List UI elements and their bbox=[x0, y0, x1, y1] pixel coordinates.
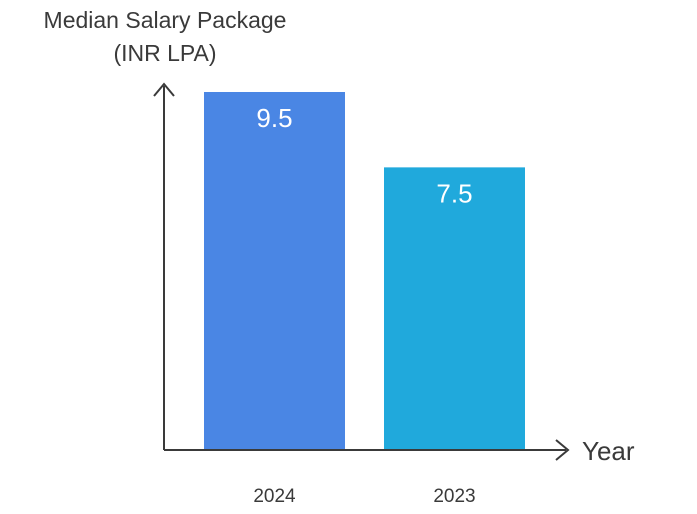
bar-value-label-2024: 9.5 bbox=[256, 103, 292, 133]
bar-value-label-2023: 7.5 bbox=[436, 178, 472, 208]
bars-group: 9.5 2024 7.5 2023 bbox=[204, 92, 525, 507]
y-axis-arrow-icon bbox=[153, 82, 175, 97]
y-axis-title-line-2: (INR LPA) bbox=[113, 40, 217, 66]
x-tick-label-2024: 2024 bbox=[253, 486, 296, 507]
bar-2024 bbox=[204, 92, 345, 450]
x-axis-arrow-icon bbox=[555, 439, 570, 461]
y-axis-title-line-1: Median Salary Package bbox=[43, 7, 287, 33]
x-tick-label-2023: 2023 bbox=[433, 486, 475, 507]
bar-2023 bbox=[384, 167, 525, 451]
x-axis-title: Year bbox=[582, 436, 635, 466]
axes-group bbox=[153, 82, 570, 461]
